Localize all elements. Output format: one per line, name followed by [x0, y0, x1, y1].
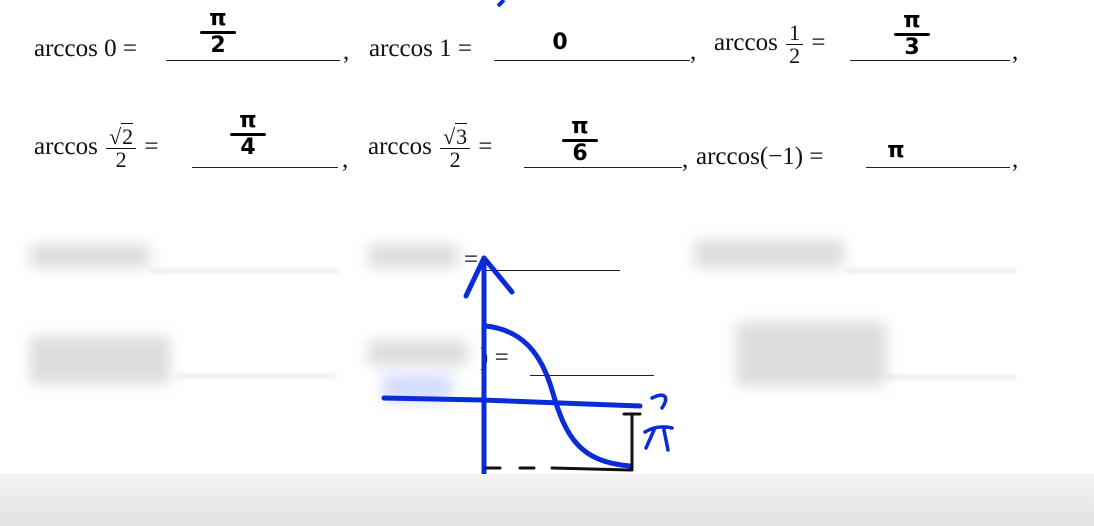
row3-blank-mid: [486, 270, 620, 271]
row1-expr-arccos-1: arccos 1 =: [369, 35, 472, 62]
dashed-guide: [484, 466, 632, 472]
row2-blank-3: [866, 167, 1010, 168]
row1-answer-3: π 3: [892, 10, 932, 59]
row1-answer-2: 0: [552, 30, 568, 55]
right-guide-line: [622, 412, 642, 472]
row1-expr-arccos-0: arccos 0 =: [34, 35, 137, 62]
blurred-region-row3-mid: [368, 244, 458, 268]
row1-blank-3: [850, 60, 1010, 61]
row2-blank-1: [192, 167, 338, 168]
blurred-region-row4-left: [30, 336, 170, 384]
row2-expr-arccos-sqrt3: arccos √3 2 =: [368, 123, 493, 172]
row2-blank-2: [524, 167, 682, 168]
bottom-bar: [0, 474, 1094, 526]
row2-comma-2: ,: [682, 146, 689, 173]
row2-answer-1: π 4: [228, 110, 268, 159]
row3-visible-equals: =: [464, 246, 479, 273]
blurred-region-row4-mid: [368, 340, 468, 366]
row1-blank-1: [166, 60, 340, 61]
arccos-curve: [483, 323, 633, 469]
blurred-region-row4-right: [736, 322, 886, 386]
row1-comma-3: ,: [1012, 38, 1019, 65]
row2-expr-arccos-sqrt2: arccos √2 2 =: [34, 123, 159, 172]
pi-label-lower: [643, 425, 674, 452]
row4-blank-mid: [530, 375, 654, 376]
row1-comma-2: ,: [690, 38, 697, 65]
y-axis-arrowhead: [463, 255, 515, 299]
pi-label-upper-stroke: [650, 393, 668, 410]
row1-blank-2: [494, 60, 690, 61]
row2-expr-arccos-minus1: arccos(−1) =: [696, 143, 824, 170]
row2-answer-2: π 6: [560, 116, 600, 165]
x-axis: [381, 395, 643, 409]
top-mark: [496, 0, 506, 8]
row2-comma-3: ,: [1012, 146, 1019, 173]
blurred-region-row3-left: [30, 244, 150, 268]
row2-comma-1: ,: [342, 146, 349, 173]
row1-answer-1: π 2: [198, 8, 238, 57]
row1-comma-1: ,: [343, 38, 350, 65]
blurred-region-row3-right: [694, 240, 844, 268]
row2-answer-3: π: [887, 138, 905, 163]
